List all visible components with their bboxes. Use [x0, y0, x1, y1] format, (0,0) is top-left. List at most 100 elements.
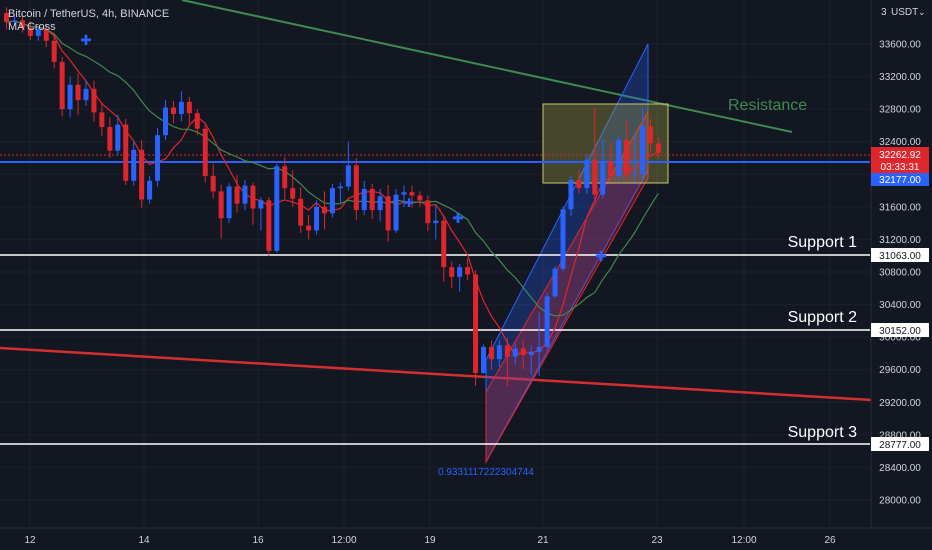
indicator-label[interactable]: MA Cross — [8, 21, 56, 33]
candle[interactable] — [512, 343, 518, 365]
candle[interactable] — [401, 185, 407, 207]
candle[interactable] — [298, 187, 304, 233]
candle[interactable] — [520, 340, 526, 369]
candle[interactable] — [107, 117, 113, 158]
candles[interactable] — [4, 7, 661, 386]
candle[interactable] — [210, 163, 216, 199]
candle[interactable] — [11, 14, 17, 27]
candle[interactable] — [441, 216, 447, 282]
candle[interactable] — [488, 340, 494, 370]
resistance-trendline[interactable] — [181, 0, 793, 133]
candle[interactable] — [369, 184, 375, 220]
candle[interactable] — [496, 340, 502, 368]
time-ticks: 12 14 16 12:00 19 21 23 12:00 26 — [24, 535, 836, 546]
candle[interactable] — [528, 345, 534, 375]
candle[interactable] — [417, 191, 423, 207]
candle[interactable] — [624, 120, 630, 180]
candle-body — [568, 179, 574, 210]
candle[interactable] — [274, 163, 280, 253]
candle[interactable] — [178, 91, 184, 122]
candle[interactable] — [552, 266, 558, 299]
candle[interactable] — [19, 15, 25, 33]
candle[interactable] — [155, 127, 161, 187]
candle[interactable] — [314, 200, 320, 235]
candle[interactable] — [226, 183, 232, 224]
currency-label[interactable]: USDT — [891, 7, 918, 18]
candle[interactable] — [115, 114, 121, 156]
candle[interactable] — [131, 140, 137, 186]
candle[interactable] — [306, 215, 312, 240]
candle[interactable] — [647, 118, 653, 154]
candle[interactable] — [536, 312, 542, 377]
candle[interactable] — [290, 170, 296, 207]
candle[interactable] — [409, 185, 415, 208]
candle[interactable] — [35, 26, 41, 41]
candle[interactable] — [163, 100, 168, 141]
highlight-rectangle[interactable] — [542, 103, 669, 184]
candle[interactable] — [27, 21, 33, 40]
candle[interactable] — [99, 102, 105, 137]
candle[interactable] — [473, 270, 479, 386]
candle[interactable] — [337, 182, 343, 203]
candle[interactable] — [186, 96, 192, 124]
candle[interactable] — [616, 136, 622, 181]
candle[interactable] — [449, 261, 455, 289]
candle[interactable] — [194, 109, 200, 136]
candle[interactable] — [481, 344, 486, 374]
support-trendline[interactable] — [0, 346, 873, 402]
candle[interactable] — [51, 34, 57, 69]
symbol-title[interactable]: Bitcoin / TetherUS, 4h, BINANCE — [8, 8, 169, 20]
candle[interactable] — [139, 140, 145, 208]
candle[interactable] — [329, 184, 335, 218]
candle[interactable] — [385, 184, 391, 242]
time-tick-label: 21 — [537, 535, 549, 546]
candle[interactable] — [83, 80, 89, 106]
candle[interactable] — [266, 197, 272, 256]
candle[interactable] — [345, 141, 351, 191]
candle[interactable] — [4, 7, 9, 30]
candle[interactable] — [202, 124, 208, 183]
candle[interactable] — [576, 170, 582, 194]
candle[interactable] — [250, 182, 256, 225]
candle[interactable] — [377, 188, 383, 222]
candle[interactable] — [425, 195, 431, 232]
candle[interactable] — [433, 205, 439, 240]
time-axis-panel[interactable] — [0, 528, 932, 550]
candle[interactable] — [632, 133, 638, 183]
candle[interactable] — [258, 197, 264, 231]
candle[interactable] — [544, 293, 550, 350]
price-tick-label: 33200.00 — [879, 72, 921, 83]
candle[interactable] — [234, 175, 240, 213]
candle[interactable] — [218, 184, 224, 239]
candle[interactable] — [600, 139, 606, 199]
candle[interactable] — [584, 153, 590, 194]
candle[interactable] — [147, 175, 153, 204]
candle-body — [210, 175, 216, 192]
candle[interactable] — [568, 175, 574, 216]
candle-body — [353, 165, 359, 211]
candle[interactable] — [43, 23, 49, 48]
candle[interactable] — [504, 337, 510, 386]
candle[interactable] — [465, 258, 471, 281]
candle[interactable] — [361, 180, 367, 215]
candle[interactable] — [75, 73, 81, 115]
candle[interactable] — [457, 263, 463, 292]
candle[interactable] — [655, 137, 661, 158]
candle[interactable] — [608, 142, 614, 180]
candle[interactable] — [91, 80, 97, 122]
chevron-down-icon[interactable]: ⌄ — [918, 7, 926, 17]
candle[interactable] — [282, 157, 288, 199]
candle[interactable] — [322, 191, 327, 230]
candle[interactable] — [393, 188, 399, 233]
candle[interactable] — [59, 57, 65, 117]
candle[interactable] — [640, 107, 645, 183]
candle[interactable] — [67, 76, 73, 118]
fib-channel-lower[interactable] — [485, 110, 649, 464]
candle[interactable] — [242, 179, 248, 211]
candle[interactable] — [123, 118, 129, 185]
candle[interactable] — [560, 206, 566, 272]
candle[interactable] — [170, 101, 176, 123]
candle[interactable] — [353, 158, 359, 220]
candle[interactable] — [592, 106, 598, 202]
